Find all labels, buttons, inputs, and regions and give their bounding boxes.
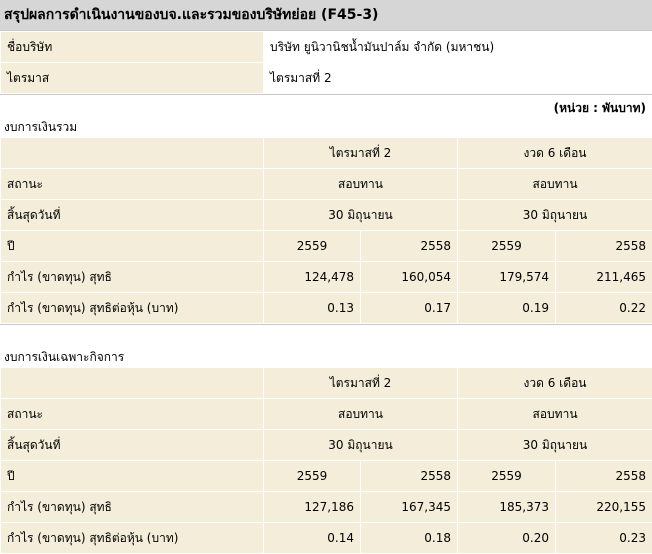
company-info-table: ชื่อบริษัท บริษัท ยูนิวานิชน้ำมันปาล์ม จ… <box>0 31 652 94</box>
table-row: สถานะ สอบทาน สอบทาน <box>1 169 652 200</box>
year-cell: 2558 <box>556 461 652 492</box>
eps-value: 0.19 <box>458 293 556 324</box>
year-cell: 2559 <box>264 461 361 492</box>
header-quarter: ไตรมาสที่ 2 <box>264 138 458 169</box>
financial-table-separate: ไตรมาสที่ 2 งวด 6 เดือน สถานะ สอบทาน สอบ… <box>0 367 652 554</box>
end-date-label: สิ้นสุดวันที่ <box>1 200 264 231</box>
eps-value: 0.23 <box>556 523 652 554</box>
quarter-row: ไตรมาส ไตรมาสที่ 2 <box>1 63 652 94</box>
eps-value: 0.20 <box>458 523 556 554</box>
table-row: กำไร (ขาดทุน) สุทธิ 127,186 167,345 185,… <box>1 492 652 523</box>
company-label: ชื่อบริษัท <box>1 32 264 63</box>
status-quarter: สอบทาน <box>264 169 458 200</box>
year-label: ปี <box>1 461 264 492</box>
year-cell: 2558 <box>556 231 652 262</box>
end-date-label: สิ้นสุดวันที่ <box>1 430 264 461</box>
end-date-quarter: 30 มิถุนายน <box>264 200 458 231</box>
eps-value: 0.13 <box>264 293 361 324</box>
eps-value: 0.18 <box>361 523 458 554</box>
year-cell: 2558 <box>361 461 458 492</box>
net-profit-label: กำไร (ขาดทุน) สุทธิ <box>1 492 264 523</box>
status-quarter: สอบทาน <box>264 399 458 430</box>
net-profit-value: 167,345 <box>361 492 458 523</box>
table-row: กำไร (ขาดทุน) สุทธิต่อหุ้น (บาท) 0.14 0.… <box>1 523 652 554</box>
status-label: สถานะ <box>1 169 264 200</box>
table-row: ปี 2559 2558 2559 2558 <box>1 461 652 492</box>
end-date-6-months: 30 มิถุนายน <box>458 430 652 461</box>
year-cell: 2558 <box>361 231 458 262</box>
table-row: ไตรมาสที่ 2 งวด 6 เดือน <box>1 138 652 169</box>
net-profit-value: 124,478 <box>264 262 361 293</box>
quarter-value: ไตรมาสที่ 2 <box>264 63 652 94</box>
table-row: สิ้นสุดวันที่ 30 มิถุนายน 30 มิถุนายน <box>1 430 652 461</box>
net-profit-value: 185,373 <box>458 492 556 523</box>
net-profit-label: กำไร (ขาดทุน) สุทธิ <box>1 262 264 293</box>
header-quarter: ไตรมาสที่ 2 <box>264 368 458 399</box>
table-row: สถานะ สอบทาน สอบทาน <box>1 399 652 430</box>
table-row: ไตรมาสที่ 2 งวด 6 เดือน <box>1 368 652 399</box>
company-row: ชื่อบริษัท บริษัท ยูนิวานิชน้ำมันปาล์ม จ… <box>1 32 652 63</box>
year-cell: 2559 <box>264 231 361 262</box>
net-profit-value: 179,574 <box>458 262 556 293</box>
financial-table-consolidated: ไตรมาสที่ 2 งวด 6 เดือน สถานะ สอบทาน สอบ… <box>0 137 652 324</box>
year-label: ปี <box>1 231 264 262</box>
eps-value: 0.22 <box>556 293 652 324</box>
section-label-separate: งบการเงินเฉพาะกิจการ <box>0 347 652 367</box>
end-date-quarter: 30 มิถุนายน <box>264 430 458 461</box>
net-profit-value: 160,054 <box>361 262 458 293</box>
company-value: บริษัท ยูนิวานิชน้ำมันปาล์ม จำกัด (มหาชน… <box>264 32 652 63</box>
eps-value: 0.14 <box>264 523 361 554</box>
table-row: กำไร (ขาดทุน) สุทธิ 124,478 160,054 179,… <box>1 262 652 293</box>
status-label: สถานะ <box>1 399 264 430</box>
eps-label: กำไร (ขาดทุน) สุทธิต่อหุ้น (บาท) <box>1 293 264 324</box>
year-cell: 2559 <box>458 461 556 492</box>
quarter-label: ไตรมาส <box>1 63 264 94</box>
section-label-consolidated: งบการเงินรวม <box>0 117 652 137</box>
unit-note: (หน่วย : พันบาท) <box>554 99 646 118</box>
year-cell: 2559 <box>458 231 556 262</box>
status-6-months: สอบทาน <box>458 169 652 200</box>
net-profit-value: 220,155 <box>556 492 652 523</box>
table-row: ปี 2559 2558 2559 2558 <box>1 231 652 262</box>
status-6-months: สอบทาน <box>458 399 652 430</box>
page-title: สรุปผลการดำเนินงานของบจ.และรวมของบริษัทย… <box>0 0 652 31</box>
header-6-months: งวด 6 เดือน <box>458 138 652 169</box>
header-6-months: งวด 6 เดือน <box>458 368 652 399</box>
net-profit-value: 127,186 <box>264 492 361 523</box>
table-row: สิ้นสุดวันที่ 30 มิถุนายน 30 มิถุนายน <box>1 200 652 231</box>
table-row: กำไร (ขาดทุน) สุทธิต่อหุ้น (บาท) 0.13 0.… <box>1 293 652 324</box>
net-profit-value: 211,465 <box>556 262 652 293</box>
end-date-6-months: 30 มิถุนายน <box>458 200 652 231</box>
eps-label: กำไร (ขาดทุน) สุทธิต่อหุ้น (บาท) <box>1 523 264 554</box>
eps-value: 0.17 <box>361 293 458 324</box>
